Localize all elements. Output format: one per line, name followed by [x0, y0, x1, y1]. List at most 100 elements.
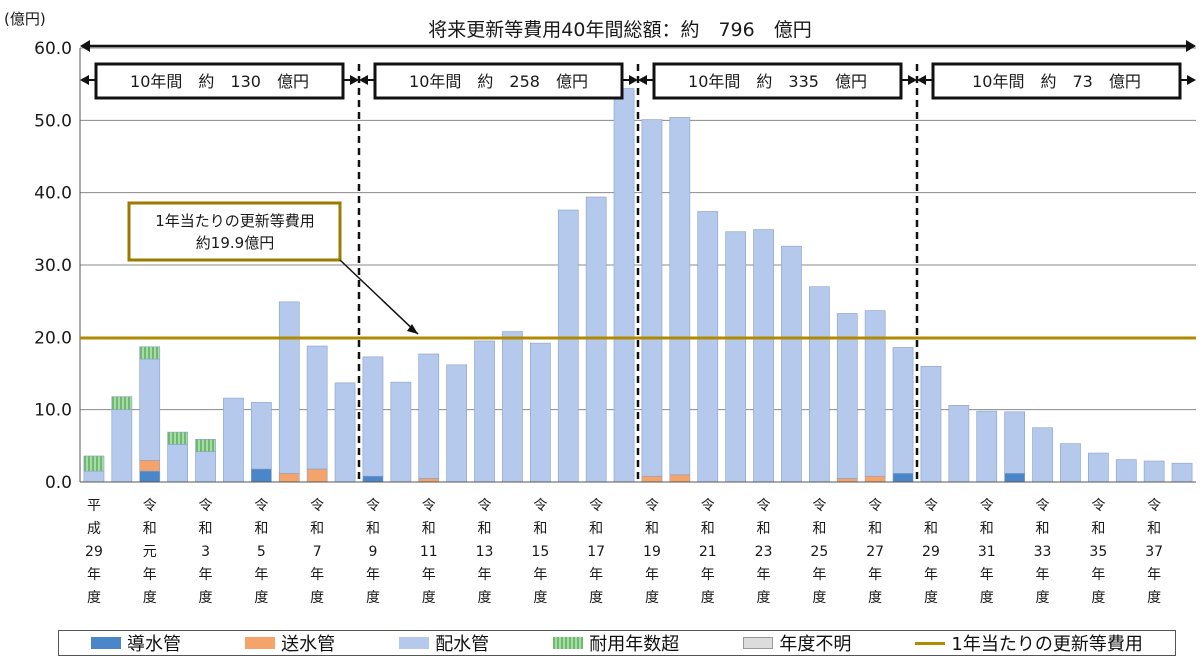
- bar-segment: [641, 119, 663, 477]
- bar-segment: [1032, 427, 1053, 483]
- period-arrowhead: [359, 75, 368, 85]
- bar-segment: [697, 211, 719, 483]
- bar-segment: [1171, 462, 1193, 483]
- legend-label: 耐用年数超: [589, 634, 680, 655]
- y-tick-label: 10.0: [34, 401, 72, 421]
- x-tick-label: 令和 17 年度: [587, 498, 605, 606]
- bar-segment: [139, 470, 161, 483]
- legend: 導水管 送水管 配水管 耐用年数超 年度不明 1年当たりの更新等費用: [58, 630, 1176, 656]
- bar-segment: [948, 405, 970, 483]
- legend-item: 送水管: [245, 630, 335, 656]
- total-label: 将来更新等費用40年間総額：約 796 億円: [428, 19, 811, 41]
- legend-label: 送水管: [281, 634, 336, 655]
- bar-segment: [613, 88, 635, 483]
- x-tick-label: 令和 15 年度: [531, 498, 549, 606]
- y-axis: 0.0 10.0 20.0 30.0 40.0 50.0 60.0: [34, 39, 81, 493]
- x-tick-label: 令和 5 年度: [254, 498, 268, 606]
- bar-segment: [446, 364, 467, 483]
- bar-segment: [278, 473, 300, 483]
- bar-segment: [892, 473, 914, 483]
- period-label: 10年間 約 335 億円: [688, 72, 867, 91]
- x-tick-label: 令和 21 年度: [699, 498, 717, 606]
- y-tick-label: 40.0: [34, 184, 72, 204]
- bar-segment: [223, 397, 244, 483]
- x-tick-label: 令和 7 年度: [310, 498, 324, 606]
- bar-segment: [83, 470, 105, 483]
- bar-segment: [1088, 452, 1109, 483]
- y-tick-label: 60.0: [34, 39, 72, 59]
- bar-segment: [1004, 411, 1025, 474]
- bar-segment: [251, 468, 272, 483]
- bar-segment: [334, 382, 356, 483]
- period-label-box: [94, 62, 345, 100]
- bar-segment: [836, 313, 858, 479]
- bar-segment: [362, 475, 384, 483]
- bar-segment: [474, 340, 495, 483]
- bar-segment: [530, 342, 551, 483]
- bar-segment: [418, 353, 440, 479]
- legend-swatch-intake-pipe: [91, 637, 122, 649]
- x-axis: 平成 29 年度 令和元年度 令和 3 年度 令和 5 年度 令和 7 年度 令和 9 年度 令和 11 年度 令和 1…: [80, 481, 1196, 606]
- legend-swatch-distribution-pipe: [399, 637, 430, 649]
- legend-swatch-average-line: [915, 641, 946, 645]
- bar-segment: [557, 209, 579, 483]
- x-tick-label: 令和 33 年度: [1034, 498, 1052, 606]
- bar-segment: [753, 229, 774, 483]
- bar-segment: [362, 356, 384, 477]
- bar-segment: [809, 286, 830, 483]
- legend-label: 配水管: [435, 634, 490, 655]
- average-callout-text: 約19.9億円: [196, 234, 274, 252]
- bar-segment: [669, 117, 691, 476]
- bar-segment: [306, 345, 328, 470]
- period-arrowhead: [1187, 75, 1196, 85]
- period-arrowhead: [80, 75, 89, 85]
- x-tick-label: 令和 13 年度: [476, 498, 494, 606]
- legend-swatch-transmission-pipe: [245, 637, 276, 649]
- bar-segment: [139, 459, 161, 472]
- period-label: 10年間 約 73 億円: [972, 72, 1141, 91]
- bar-segment: [502, 331, 523, 483]
- bar-segment: [641, 475, 663, 483]
- period-label-box: [652, 62, 903, 100]
- bar-segment: [781, 245, 802, 483]
- total-span-arrowhead: [1186, 40, 1196, 52]
- bar-segment: [836, 478, 858, 483]
- period-label-box: [373, 62, 624, 100]
- bar-segment: [1060, 443, 1081, 483]
- period-label-box: [931, 62, 1182, 100]
- bar-segment: [418, 478, 440, 483]
- period-arrowhead: [350, 75, 359, 85]
- legend-label: 1年当たりの更新等費用: [951, 634, 1143, 655]
- period-arrowhead: [629, 75, 638, 85]
- period-arrowhead: [638, 75, 647, 85]
- bars: [83, 88, 1193, 483]
- bar-segment: [195, 451, 216, 483]
- bar-segment: [167, 431, 188, 445]
- bar-segment: [892, 347, 914, 474]
- bar-segment: [390, 381, 412, 483]
- legend-swatch-over-service-life: [553, 637, 584, 649]
- legend-item: 1年当たりの更新等費用: [915, 630, 1143, 656]
- x-tick-label: 令和 3 年度: [199, 498, 213, 606]
- bar-segment: [139, 358, 161, 461]
- bar-segment: [864, 310, 886, 477]
- x-tick-label: 令和 35 年度: [1089, 498, 1107, 606]
- legend-item: 導水管: [91, 630, 181, 656]
- average-callout-text: 1年当たりの更新等費用: [155, 212, 315, 230]
- x-tick-label: 平成 29 年度: [85, 498, 103, 606]
- bar-segment: [1004, 473, 1025, 483]
- x-tick-label: 令和 37 年度: [1145, 498, 1163, 606]
- bar-segment: [83, 455, 105, 472]
- x-tick-label: 令和元年度: [143, 498, 157, 606]
- legend-item: 耐用年数超: [553, 630, 679, 656]
- average-callout-box: [127, 201, 342, 262]
- x-tick-label: 令和 29 年度: [922, 498, 940, 606]
- x-tick-label: 令和 31 年度: [978, 498, 996, 606]
- legend-swatch-unknown-year: [743, 637, 774, 649]
- y-tick-label: 30.0: [34, 256, 72, 276]
- bar-segment: [864, 475, 886, 483]
- period-arrowhead: [917, 75, 926, 85]
- chart-area: 0.0 10.0 20.0 30.0 40.0 50.0 60.0 1年当たりの更新等費用約…: [4, 10, 1196, 606]
- bar-segment: [251, 402, 272, 470]
